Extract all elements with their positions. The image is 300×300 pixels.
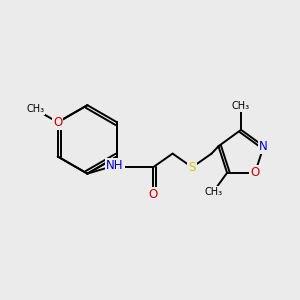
- Text: O: O: [250, 166, 260, 179]
- Text: CH₃: CH₃: [26, 104, 44, 114]
- Text: S: S: [188, 161, 196, 174]
- Text: NH: NH: [106, 159, 124, 172]
- Text: CH₃: CH₃: [232, 101, 250, 111]
- Text: CH₃: CH₃: [204, 187, 222, 197]
- Text: O: O: [53, 116, 62, 129]
- Text: O: O: [148, 188, 158, 201]
- Text: N: N: [259, 140, 268, 153]
